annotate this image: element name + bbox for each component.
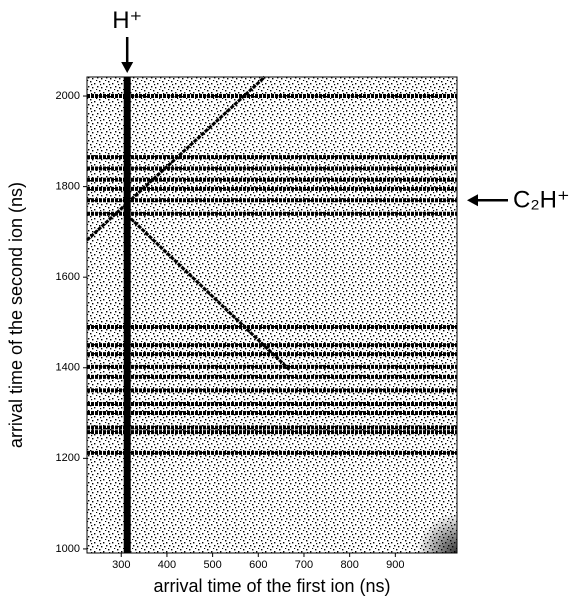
y-axis-label: arrival time of the second ion (ns) [6,182,26,448]
annotation-arrowhead [121,62,134,73]
x-tick-label: 700 [295,559,313,571]
x-tick-label: 600 [249,559,267,571]
x-tick-label: 400 [158,559,176,571]
y-tick-label: 2000 [56,90,80,102]
diagonal-track [85,75,266,242]
x-tick-label: 500 [203,559,221,571]
y-tick-label: 1000 [56,543,80,555]
annotation: C₂H⁺ [513,187,570,214]
y-tick-label: 1600 [56,271,80,283]
x-tick-label: 900 [386,559,404,571]
annotation: H⁺ [112,7,142,34]
plot-frame [86,76,458,554]
x-axis-label: arrival time of the first ion (ns) [153,576,390,596]
diagonal-track [126,214,291,372]
y-tick-label: 1400 [56,362,80,374]
y-tick-label: 1800 [56,181,80,193]
y-tick-label: 1200 [56,452,80,464]
x-tick-label: 800 [340,559,358,571]
x-tick-label: 300 [112,559,130,571]
dense-corner [357,453,457,553]
annotation-arrowhead [467,194,478,207]
